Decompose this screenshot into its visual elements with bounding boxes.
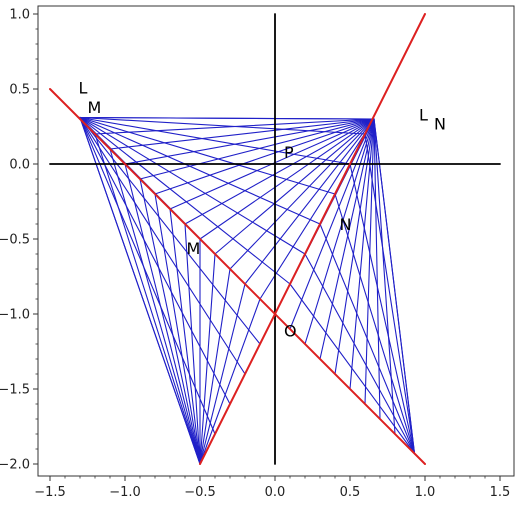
axis-lines-layer — [49, 13, 501, 465]
red-line-1 — [199, 13, 426, 465]
x-tick-label-5: 1.0 — [415, 485, 436, 500]
blue-line-1-2 — [109, 148, 201, 465]
y-tick-label-6: −2.0 — [0, 458, 30, 473]
blue-line-2-10 — [229, 118, 375, 270]
blue-line-1-1 — [94, 133, 201, 465]
blue-line-0-8 — [79, 116, 321, 225]
blue-line-2-20 — [373, 118, 381, 420]
blue-line-2-14 — [289, 118, 375, 330]
y-tick-label-4: −1.0 — [0, 308, 30, 323]
blue-line-2-16 — [319, 118, 375, 360]
blue-line-2-4 — [139, 118, 375, 180]
ticks-layer: −1.5 −1.0 −0.5 0.0 0.5 1.0 1.5 1.0 0.5 0.0 −0.5 −1.… — [0, 8, 510, 501]
annotation-n-7: N — [434, 115, 446, 134]
blue-line-1-7 — [184, 223, 201, 465]
annotation-l-0: L — [79, 79, 88, 98]
x-tick-label-1: −1.0 — [109, 485, 141, 500]
blue-line-1-10 — [199, 268, 231, 465]
y-tick-label-5: −1.5 — [0, 383, 30, 398]
annotation-m-3: M — [187, 239, 201, 258]
blue-line-2-17 — [334, 118, 375, 375]
blue-line-2-21 — [373, 118, 396, 435]
x-tick-label-4: 0.5 — [340, 485, 361, 500]
blue-line-3-2 — [304, 253, 416, 455]
blue-line-2-2 — [109, 118, 375, 150]
blue-line-0-10 — [79, 116, 351, 165]
blue-line-2-19 — [364, 118, 375, 405]
blue-line-1-0 — [79, 116, 201, 465]
blue-line-2-11 — [244, 118, 375, 285]
blue-line-2-5 — [154, 118, 375, 195]
x-tick-label-0: −1.5 — [34, 485, 66, 500]
blue-line-0-6 — [79, 116, 291, 285]
x-tick-label-2: −0.5 — [184, 485, 216, 500]
red-line-0 — [49, 88, 426, 465]
annotation-p-2: P — [284, 143, 294, 162]
blue-line-2-3 — [124, 118, 375, 165]
blue-line-2-9 — [214, 118, 375, 255]
blue-line-1-12 — [199, 298, 261, 465]
blue-line-0-11 — [79, 116, 366, 135]
annotation-l-6: L — [419, 106, 428, 125]
blue-line-2-15 — [304, 118, 375, 345]
blue-line-0-7 — [79, 116, 306, 255]
blue-line-3-5 — [349, 163, 416, 455]
blue-line-1-11 — [199, 283, 246, 465]
y-tick-label-0: 1.0 — [9, 8, 30, 23]
blue-line-3-7 — [373, 118, 416, 455]
red-lines-layer — [49, 13, 426, 465]
y-tick-label-3: −0.5 — [0, 233, 30, 248]
annotation-n-4: N — [340, 215, 352, 234]
blue-line-0-4 — [79, 116, 261, 345]
annotation-m-1: M — [88, 98, 102, 117]
blue-line-2-7 — [184, 118, 375, 225]
blue-line-1-6 — [169, 208, 201, 465]
y-tick-label-2: 0.0 — [9, 158, 30, 173]
blue-line-2-0 — [79, 116, 375, 120]
blue-line-0-3 — [79, 116, 246, 375]
blue-line-2-8 — [199, 118, 375, 240]
blue-line-0-1 — [79, 116, 216, 435]
annotation-o-5: O — [284, 322, 297, 341]
x-tick-label-6: 1.5 — [490, 485, 511, 500]
blue-line-3-4 — [334, 193, 416, 455]
plot-frame — [37, 5, 515, 477]
blue-line-2-1 — [94, 118, 375, 135]
blue-line-3-1 — [289, 283, 416, 455]
x-tick-label-3: 0.0 — [265, 485, 286, 500]
blue-line-3-6 — [364, 133, 416, 455]
y-tick-label-1: 0.5 — [9, 83, 30, 98]
blue-line-3-3 — [319, 223, 416, 455]
blue-line-1-3 — [124, 163, 201, 465]
blue-line-2-12 — [259, 118, 375, 300]
blue-line-1-4 — [139, 178, 201, 465]
blue-line-1-9 — [199, 253, 216, 465]
blue-line-1-5 — [154, 193, 201, 465]
blue-line-0-9 — [79, 116, 336, 195]
